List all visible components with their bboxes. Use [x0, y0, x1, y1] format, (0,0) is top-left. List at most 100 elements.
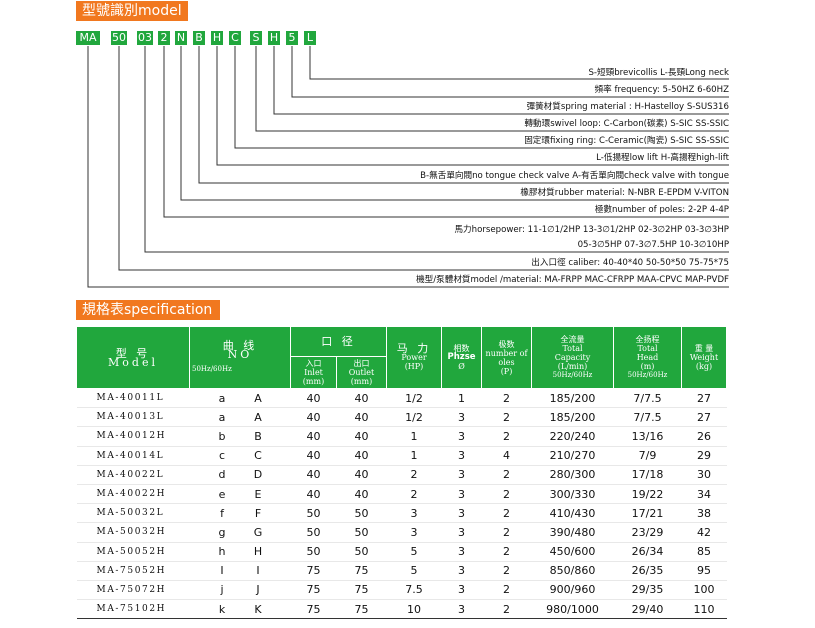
cell-model: MA-40022H	[76, 484, 190, 505]
cell-power: 2	[386, 484, 442, 505]
header-power: 马 力 Power (HP)	[386, 326, 442, 389]
cell-weight: 30	[681, 465, 727, 485]
cell-head: 7/7.5	[613, 388, 682, 409]
code-part-model: MA	[76, 31, 100, 45]
curve-50hz: b	[218, 429, 226, 443]
cell-poles: 4	[481, 446, 532, 466]
cell-inlet: 75	[290, 580, 337, 601]
leader-line-spring	[273, 46, 729, 115]
curve-50hz: e	[218, 487, 226, 501]
cell-inlet: 40	[290, 426, 337, 447]
cell-capacity: 220/240	[531, 426, 614, 447]
cell-head: 7/7.5	[613, 407, 682, 428]
curve-60hz: H	[253, 545, 263, 559]
cell-power: 10	[386, 599, 442, 620]
cell-head: 13/16	[613, 426, 682, 447]
header-head: 全扬程 Total Head (m) 50Hz/60Hz	[613, 326, 682, 389]
curve-50hz: g	[218, 525, 226, 539]
desc-spring: 彈簧材質spring material : H-Hastelloy S-SUS3…	[526, 102, 729, 112]
cell-capacity: 280/300	[531, 465, 614, 485]
cell-head: 19/22	[613, 484, 682, 505]
code-part-poles: 2	[158, 31, 170, 45]
cell-capacity: 410/430	[531, 503, 614, 524]
desc-rubber: 橡膠材質rubber material: N-NBR E-EPDM V-VITO…	[520, 188, 729, 198]
cell-model: MA-40014L	[76, 446, 190, 466]
table-row: MA-40014L c C 40 40 1 3 4 210/270 7/9 29	[76, 446, 727, 466]
cell-model: MA-75072H	[76, 580, 190, 601]
cell-phase: 3	[441, 446, 482, 466]
cell-head: 17/18	[613, 465, 682, 485]
cell-poles: 2	[481, 426, 532, 447]
cell-outlet: 40	[336, 446, 387, 466]
cell-phase: 3	[441, 599, 482, 620]
header-caliber: 口 径	[290, 326, 387, 357]
cell-power: 1	[386, 426, 442, 447]
cell-phase: 1	[441, 388, 482, 409]
header-phase: 相数 Phzse Ø	[441, 326, 482, 389]
table-row: MA-40022H e E 40 40 2 3 2 300/330 19/22 34	[76, 484, 727, 505]
cell-outlet: 40	[336, 484, 387, 505]
cell-inlet: 40	[290, 407, 337, 428]
code-part-caliber: 50	[111, 31, 127, 45]
cell-capacity: 900/960	[531, 580, 614, 601]
cell-capacity: 980/1000	[531, 599, 614, 620]
code-part-frequency: 5	[286, 31, 298, 45]
leader-line-lift	[216, 46, 729, 166]
desc-horsepower-2: 05-3∅5HP 07-3∅7.5HP 10-3∅10HP	[577, 240, 729, 250]
leader-line-caliber	[118, 46, 729, 271]
cell-power: 1/2	[386, 407, 442, 428]
leader-lines	[87, 46, 729, 288]
code-part-swivel-loop: S	[250, 31, 262, 45]
cell-head: 29/35	[613, 580, 682, 601]
cell-model: MA-50032H	[76, 522, 190, 543]
cell-poles: 2	[481, 580, 532, 601]
curve-60hz: I	[256, 564, 260, 578]
spec-section-title: 規格表specification	[76, 300, 220, 320]
cell-weight: 42	[681, 522, 727, 543]
cell-weight: 29	[681, 446, 727, 466]
cell-power: 1/2	[386, 388, 442, 409]
code-part-fixing-ring: C	[229, 31, 241, 45]
cell-capacity: 185/200	[531, 388, 614, 409]
header-model: 型 号 Model	[76, 326, 190, 389]
curve-60hz: G	[253, 525, 263, 539]
spec-table: 型 号 Model 曲 线 NO 50Hz/60Hz 口 径 马 力 Power…	[76, 326, 727, 620]
spec-table-body: MA-40011L a A 40 40 1/2 1 2 185/200 7/7.5 27 MA-400…	[76, 388, 727, 620]
cell-capacity: 390/480	[531, 522, 614, 543]
cell-model: MA-40022L	[76, 465, 190, 485]
cell-power: 5	[386, 561, 442, 581]
cell-phase: 3	[441, 522, 482, 543]
curve-50hz: j	[220, 583, 224, 597]
cell-power: 3	[386, 503, 442, 524]
cell-poles: 2	[481, 599, 532, 620]
curve-60hz: F	[254, 506, 262, 520]
table-row: MA-50052H h H 50 50 5 3 2 450/600 26/34 85	[76, 542, 727, 562]
curve-60hz: A	[254, 410, 262, 424]
table-row: MA-75102H k K 75 75 10 3 2 980/1000 29/40 110	[76, 599, 727, 620]
cell-capacity: 850/860	[531, 561, 614, 581]
cell-outlet: 50	[336, 542, 387, 562]
code-part-neck: L	[304, 31, 316, 45]
code-part-check-valve: B	[193, 31, 205, 45]
table-row: MA-75072H j J 75 75 7.5 3 2 900/960 29/35 100	[76, 580, 727, 601]
cell-power: 2	[386, 465, 442, 485]
table-row: MA-40011L a A 40 40 1/2 1 2 185/200 7/7.5 27	[76, 388, 727, 409]
curve-60hz: D	[253, 468, 263, 482]
cell-outlet: 75	[336, 599, 387, 620]
desc-frequency: 頻率 frequency: 5-50HZ 6-60HZ	[594, 85, 729, 95]
cell-capacity: 450/600	[531, 542, 614, 562]
table-row: MA-75052H I I 75 75 5 3 2 850/860 26/35 95	[76, 561, 727, 581]
cell-outlet: 40	[336, 426, 387, 447]
header-outlet: 出口 Outlet (mm)	[336, 356, 387, 389]
cell-outlet: 40	[336, 407, 387, 428]
cell-inlet: 50	[290, 542, 337, 562]
